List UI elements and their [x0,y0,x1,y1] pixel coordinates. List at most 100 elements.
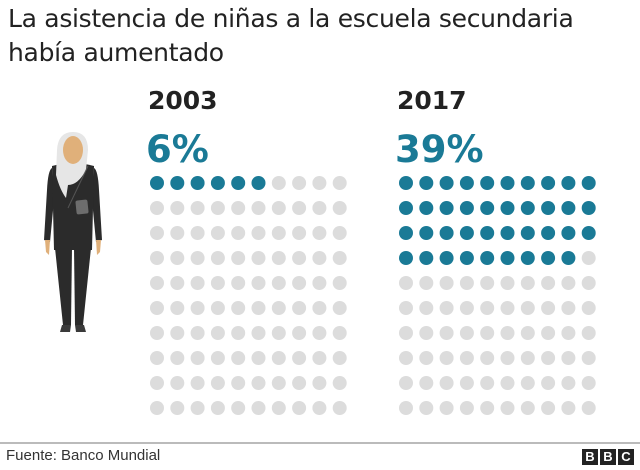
dot-empty [500,401,515,415]
dot-empty [292,401,307,415]
dot-filled [399,251,413,265]
dot-empty [520,401,535,415]
dot-empty [170,226,185,240]
dot-empty [292,376,307,390]
dot-empty [480,301,495,315]
dot-empty [500,376,515,390]
dot-empty [541,376,556,390]
dot-empty [332,301,347,315]
dot-empty [332,351,347,365]
dot-filled [439,176,454,190]
dot-empty [500,301,515,315]
dot-filled [170,176,185,190]
dot-empty [439,276,454,290]
dot-empty [541,301,556,315]
dot-empty [251,326,266,340]
dot-empty [520,351,535,365]
dot-empty [231,351,246,365]
dot-filled [480,176,495,190]
dot-empty [459,401,474,415]
dot-empty [150,326,164,340]
dot-filled [561,176,576,190]
dot-filled [150,176,164,190]
dot-empty [271,176,286,190]
year-label-2003: 2003 [148,86,218,115]
dot-empty [312,376,327,390]
dot-empty [312,351,327,365]
dot-filled [520,201,535,215]
dot-empty [439,351,454,365]
dot-empty [210,251,225,265]
percent-label-2017: 39% [395,128,484,171]
dot-empty [271,376,286,390]
waffle-chart [150,176,596,415]
dot-filled [399,201,413,215]
dot-empty [190,326,205,340]
dot-empty [231,401,246,415]
dot-empty [251,301,266,315]
dot-filled [419,176,434,190]
dot-empty [190,376,205,390]
dot-filled [480,226,495,240]
dot-filled [561,251,576,265]
dot-empty [170,376,185,390]
dot-empty [439,326,454,340]
dot-empty [332,251,347,265]
dot-empty [480,326,495,340]
dot-empty [419,401,434,415]
dot-empty [231,226,246,240]
dot-filled [439,201,454,215]
dot-empty [541,276,556,290]
chart-title: La asistencia de niñas a la escuela secu… [8,4,574,67]
dot-filled [459,176,474,190]
dot-empty [541,326,556,340]
dot-empty [581,276,596,290]
dot-empty [312,201,327,215]
dot-empty [271,301,286,315]
dot-empty [292,326,307,340]
woman-illustration [44,132,102,332]
bbc-logo-c: C [618,449,634,465]
dot-empty [190,351,205,365]
dot-empty [210,351,225,365]
dot-empty [500,351,515,365]
dot-empty [210,201,225,215]
dot-filled [541,176,556,190]
dot-empty [480,276,495,290]
dot-empty [271,351,286,365]
dot-empty [210,376,225,390]
dot-empty [399,401,413,415]
dot-empty [439,401,454,415]
dot-empty [581,326,596,340]
dot-empty [231,301,246,315]
dot-empty [332,401,347,415]
dot-empty [292,226,307,240]
bbc-logo-b1: B [582,449,598,465]
dot-empty [561,376,576,390]
dot-empty [332,376,347,390]
dot-empty [500,326,515,340]
dot-filled [500,226,515,240]
dot-empty [581,376,596,390]
year-label-2017: 2017 [397,86,467,115]
dot-filled [459,226,474,240]
dot-filled [190,176,205,190]
dot-empty [170,201,185,215]
dot-filled [561,201,576,215]
dot-filled [581,201,596,215]
dot-empty [292,276,307,290]
dot-empty [459,351,474,365]
dot-empty [210,326,225,340]
dot-empty [419,276,434,290]
dot-empty [150,226,164,240]
dot-empty [190,301,205,315]
dot-empty [312,401,327,415]
dot-empty [170,276,185,290]
dot-empty [170,326,185,340]
dot-empty [231,201,246,215]
dot-empty [170,251,185,265]
dot-filled [581,226,596,240]
dot-filled [419,201,434,215]
dot-empty [332,276,347,290]
waffle-group-2003 [150,176,347,415]
